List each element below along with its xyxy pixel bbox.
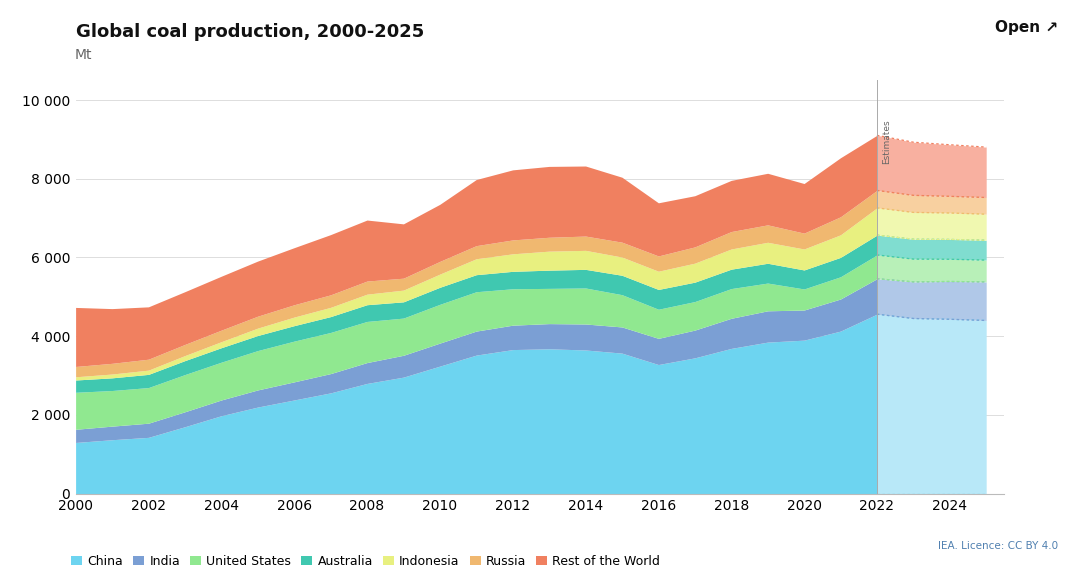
- Text: IEA. Licence: CC BY 4.0: IEA. Licence: CC BY 4.0: [939, 541, 1058, 551]
- Text: Open ↗: Open ↗: [996, 20, 1058, 35]
- Legend: China, India, United States, Australia, Indonesia, Russia, Rest of the World: China, India, United States, Australia, …: [71, 554, 660, 568]
- Text: Mt: Mt: [75, 48, 92, 62]
- Text: Estimates: Estimates: [882, 120, 891, 164]
- Text: Global coal production, 2000-2025: Global coal production, 2000-2025: [76, 23, 423, 41]
